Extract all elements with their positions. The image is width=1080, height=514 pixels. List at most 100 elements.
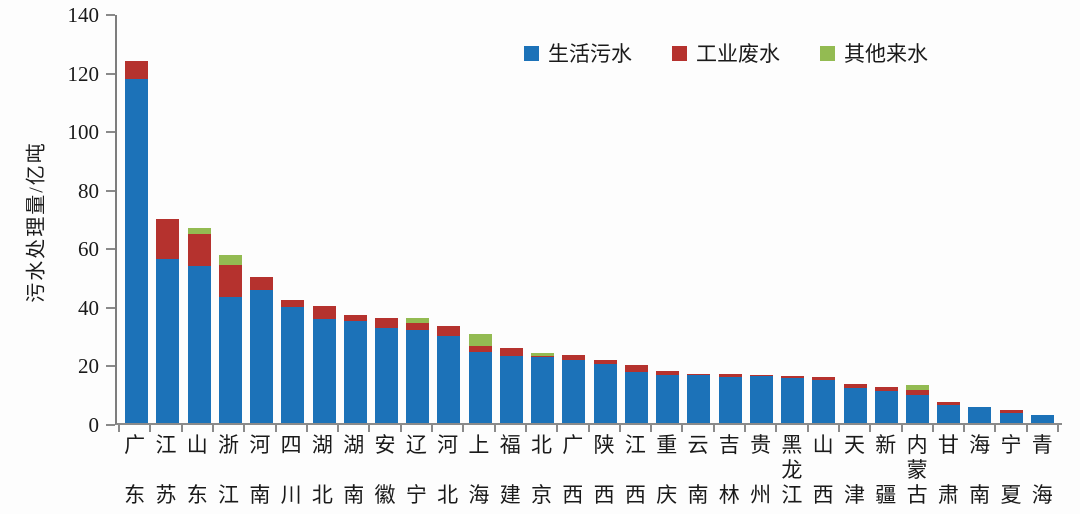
x-label-char: 东 [186,483,208,507]
bar-slot [433,15,464,423]
x-label-char: 湖 [343,433,365,457]
domestic-sewage-swatch-icon [524,45,539,61]
stacked-bar-黑龙江 [781,375,805,423]
x-label-char: 上 [468,433,490,457]
bar-segment [468,334,492,346]
bar-segment [624,365,648,373]
bar-segment [250,276,274,290]
bar-segment [905,394,929,423]
bar-segment [937,404,961,423]
stacked-bar-陕西 [593,360,617,423]
bar-segment [843,387,867,423]
x-label-char: 北 [437,483,459,507]
stacked-bar-北京 [531,352,555,423]
x-label-char: 天 [843,433,865,457]
x-label-char: 北 [311,483,333,507]
x-label-char: 蒙 [906,458,928,482]
legend-item-domestic: 生活污水 [524,38,632,68]
x-tick-mark [994,425,997,432]
bar-slot [621,15,652,423]
x-label-char: 江 [781,483,803,507]
bar-segment [406,317,430,324]
bar-slot [652,15,683,423]
stacked-bar-吉林 [718,374,742,423]
x-category-label: 天津 [839,434,870,506]
x-label-char: 津 [843,483,865,507]
x-label-char: 四 [280,433,302,457]
x-label-char: 青 [1031,433,1053,457]
x-tick-mark [712,425,715,432]
x-tick-mark [431,425,433,432]
bar-segment [905,389,929,395]
x-label-char: 广 [124,433,146,457]
x-label-char: 庆 [656,483,678,507]
x-label-char: 东 [124,483,146,507]
bar-slot [496,15,527,423]
bar-segment [999,412,1023,423]
bar-segment [937,402,961,405]
stacked-bar-安徽 [374,317,398,423]
bar-slot [590,15,621,423]
x-label-char: 西 [593,483,615,507]
x-label-char: 新 [875,433,897,457]
x-category-label: 江苏 [150,434,181,506]
x-tick-mark [1025,425,1028,432]
x-category-label: 贵州 [745,434,776,506]
x-category-label: 重庆 [651,434,682,506]
bar-slot [996,15,1027,423]
x-tick-mark [368,425,371,432]
x-label-char: 北 [531,433,552,457]
bar-segment [687,374,711,423]
stacked-bar-云南 [687,373,711,423]
x-category-label: 浙江 [213,434,244,506]
stacked-bar-广西 [562,354,586,423]
x-label-char: 浙 [218,433,240,457]
stacked-bar-上海 [468,334,492,423]
x-category-label: 山东 [182,434,213,506]
x-category-label: 安徽 [369,434,400,506]
stacked-bar-山东 [187,228,211,423]
bar-segment [187,228,211,235]
x-tick-mark [650,425,653,432]
x-label-char: 南 [343,483,365,507]
bar-slot [964,15,995,423]
bar-segment [218,264,242,298]
x-axis-labels: 广东江苏山东浙江河南四川湖北湖南安徽辽宁河北上海福建北京广西陕西江西重庆云南吉林… [115,434,1062,506]
x-label-char: 南 [249,483,271,507]
bar-segment [125,78,149,423]
x-category-label: 青海 [1027,434,1058,506]
bar-segment [656,375,680,423]
bar-segment [624,372,648,423]
bar-slot [714,15,745,423]
x-category-label: 甘肃 [933,434,964,506]
x-tick-mark [775,425,778,432]
legend-label: 工业废水 [696,42,780,66]
x-label-char: 徽 [374,483,396,507]
bar-slot [933,15,964,423]
x-label-char: 州 [750,483,772,507]
x-category-label: 广东 [119,434,150,506]
bar-slot [371,15,402,423]
x-label-char: 云 [687,433,709,457]
x-tick-mark [900,425,903,432]
x-tick-mark [337,425,340,432]
x-tick-mark [180,425,183,432]
bar-segment [437,336,461,423]
bar-segment [187,234,211,267]
x-label-char: 龙 [781,458,803,482]
bar-segment [656,370,680,376]
x-label-char: 海 [468,483,490,507]
bar-segment [531,352,555,356]
stacked-bar-甘肃 [937,402,961,423]
bar-slot [527,15,558,423]
bar-segment [843,384,867,388]
bar-segment [562,354,586,361]
x-category-label: 湖南 [338,434,369,506]
x-tick-mark [524,425,527,432]
bar-segment [1030,415,1054,423]
bar-slot [808,15,839,423]
y-tick-label: 60 [78,237,99,262]
stacked-bar-新疆 [874,387,898,423]
bar-slot [215,15,246,423]
legend: 生活污水 工业废水 其他来水 [524,38,928,68]
